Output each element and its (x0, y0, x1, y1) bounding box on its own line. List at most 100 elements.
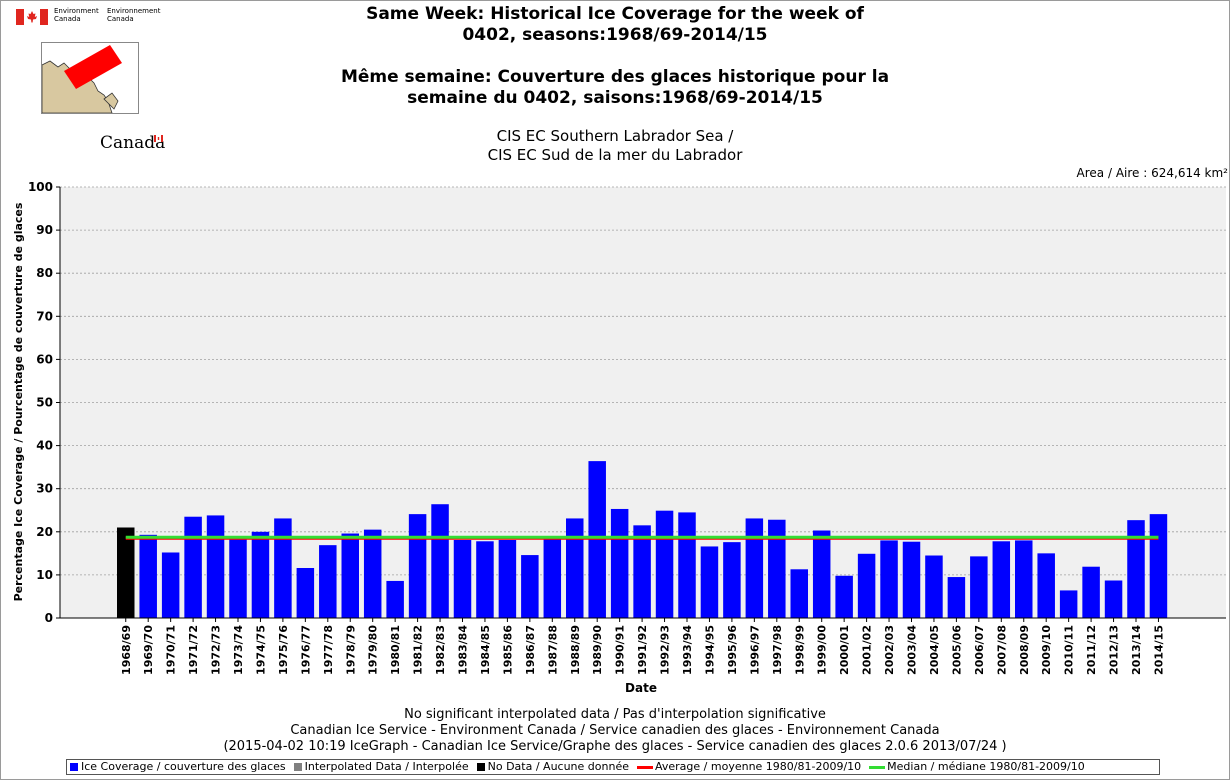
bar-ice-coverage (655, 510, 674, 618)
chart-title: Same Week: Historical Ice Coverage for t… (290, 4, 940, 109)
x-tick-label: 1996/97 (748, 625, 761, 675)
bar-ice-coverage (970, 556, 988, 618)
bar-ice-coverage (700, 546, 719, 618)
x-tick-label: 1981/82 (412, 625, 425, 675)
x-tick-label: 1979/80 (367, 625, 380, 675)
legend-item: Ice Coverage / couverture des glaces (70, 760, 286, 774)
bar-ice-coverage (1104, 580, 1123, 618)
x-tick-label: 2012/13 (1108, 625, 1121, 675)
bar-ice-coverage (431, 504, 449, 618)
bar-ice-coverage (386, 580, 404, 618)
x-tick-label: 1984/85 (479, 625, 492, 675)
y-tick-label: 40 (36, 439, 53, 453)
y-tick-label: 50 (36, 396, 53, 410)
bar-ice-coverage (1037, 553, 1055, 618)
x-tick-label: 2013/14 (1130, 625, 1143, 675)
bar-ice-coverage (902, 541, 921, 618)
bar-ice-coverage (880, 540, 898, 618)
y-tick-label: 30 (36, 482, 53, 496)
legend-color-swatch (70, 763, 78, 771)
x-tick-label: 1999/00 (816, 625, 829, 675)
bar-ice-coverage (925, 555, 943, 618)
y-tick-label: 70 (36, 309, 53, 323)
x-tick-label: 1990/91 (614, 625, 627, 675)
x-tick-label: 1991/92 (636, 625, 649, 675)
bar-ice-coverage (363, 529, 382, 618)
bar-ice-coverage (161, 552, 180, 618)
bar-ice-coverage (678, 512, 696, 618)
bar-ice-coverage (835, 575, 853, 618)
bar-ice-coverage (274, 518, 292, 618)
footer-line: No significant interpolated data / Pas d… (404, 707, 826, 722)
x-tick-label: 2001/02 (861, 625, 874, 675)
x-tick-label: 1968/69 (120, 625, 133, 675)
bar-no-data (117, 527, 135, 618)
bar-ice-coverage (206, 515, 225, 618)
bar-ice-coverage (1149, 514, 1168, 618)
bar-ice-coverage (947, 577, 966, 618)
legend-label: Average / moyenne 1980/81-2009/10 (655, 760, 862, 773)
bar-ice-coverage (296, 568, 315, 618)
canada-wordmark: Canada (100, 133, 166, 153)
bar-ice-coverage (408, 514, 427, 618)
bar-ice-coverage (745, 518, 764, 618)
y-tick-label: 20 (36, 525, 53, 539)
environment-canada-en: Environment Canada (54, 7, 99, 23)
chart-footer: No significant interpolated data / Pas d… (115, 707, 1115, 755)
bar-ice-coverage (184, 516, 202, 618)
y-axis-title: Percentage Ice Coverage / Pourcentage de… (12, 202, 25, 601)
legend-line-swatch (869, 765, 886, 769)
y-tick-label: 80 (36, 266, 53, 280)
ice-coverage-chart: 0 10 20 30 40 50 60 70 80 90 100 1968/69 1969/70 1970… (12, 180, 1226, 695)
legend-item: No Data / Aucune donnée (476, 760, 629, 774)
x-tick-label: 2011/12 (1085, 625, 1098, 675)
x-tick-label: 1983/84 (457, 625, 470, 675)
x-tick-label: 1972/73 (210, 625, 223, 675)
y-tick-label: 0 (45, 611, 53, 625)
x-tick-label: 2005/06 (950, 625, 963, 675)
x-tick-label: 1985/86 (501, 625, 514, 675)
x-tick-label: 1977/78 (322, 625, 335, 675)
chart-subtitle: CIS EC Southern Labrador Sea / CIS EC Su… (390, 127, 840, 165)
x-tick-label: 2002/03 (883, 625, 896, 675)
bar-ice-coverage (723, 542, 741, 618)
bar-ice-coverage (610, 508, 629, 618)
bar-ice-coverage (453, 539, 472, 618)
x-tick-label: 1978/79 (344, 625, 357, 675)
x-tick-label: 1988/89 (569, 625, 582, 675)
x-tick-label: 1969/70 (142, 625, 155, 675)
x-tick-label: 2008/09 (1018, 625, 1031, 675)
x-tick-label: 1970/71 (165, 625, 178, 675)
x-tick-label: 1974/75 (254, 625, 267, 675)
bar-ice-coverage (812, 530, 831, 618)
bar-ice-coverage (790, 569, 808, 618)
bar-ice-coverage (1127, 520, 1145, 618)
bar-ice-coverage (1015, 540, 1033, 618)
bar-ice-coverage (476, 541, 494, 618)
legend-item: Median / médiane 1980/81-2009/10 (869, 760, 1085, 774)
x-tick-label: 2000/01 (838, 625, 851, 675)
wordmark-flag-icon (154, 135, 163, 142)
x-tick-label: 1980/81 (389, 625, 402, 675)
x-tick-label: 1994/95 (703, 625, 716, 675)
bar-ice-coverage (229, 539, 247, 618)
x-tick-label: 1995/96 (726, 625, 739, 675)
bar-ice-coverage (251, 531, 270, 618)
legend-label: Median / médiane 1980/81-2009/10 (887, 760, 1085, 773)
y-tick-label: 60 (36, 352, 53, 366)
bar-ice-coverage (341, 533, 359, 618)
bar-ice-coverage (566, 518, 584, 618)
bar-ice-coverage (498, 539, 517, 618)
title-line: semaine du 0402, saisons:1968/69-2014/15 (407, 88, 823, 108)
title-line: Même semaine: Couverture des glaces hist… (340, 67, 890, 87)
x-tick-label: 2014/15 (1152, 625, 1165, 675)
x-tick-label: 2009/10 (1040, 625, 1053, 675)
x-tick-label: 2003/04 (906, 625, 919, 675)
y-tick-label: 90 (36, 223, 53, 237)
x-tick-label: 1973/74 (232, 625, 245, 675)
x-tick-label: 1975/76 (277, 625, 290, 675)
title-line: 0402, seasons:1968/69-2014/15 (462, 25, 768, 45)
x-tick-label: 2007/08 (995, 625, 1008, 675)
bar-ice-coverage (857, 553, 876, 618)
y-tick-label: 100 (28, 180, 53, 194)
